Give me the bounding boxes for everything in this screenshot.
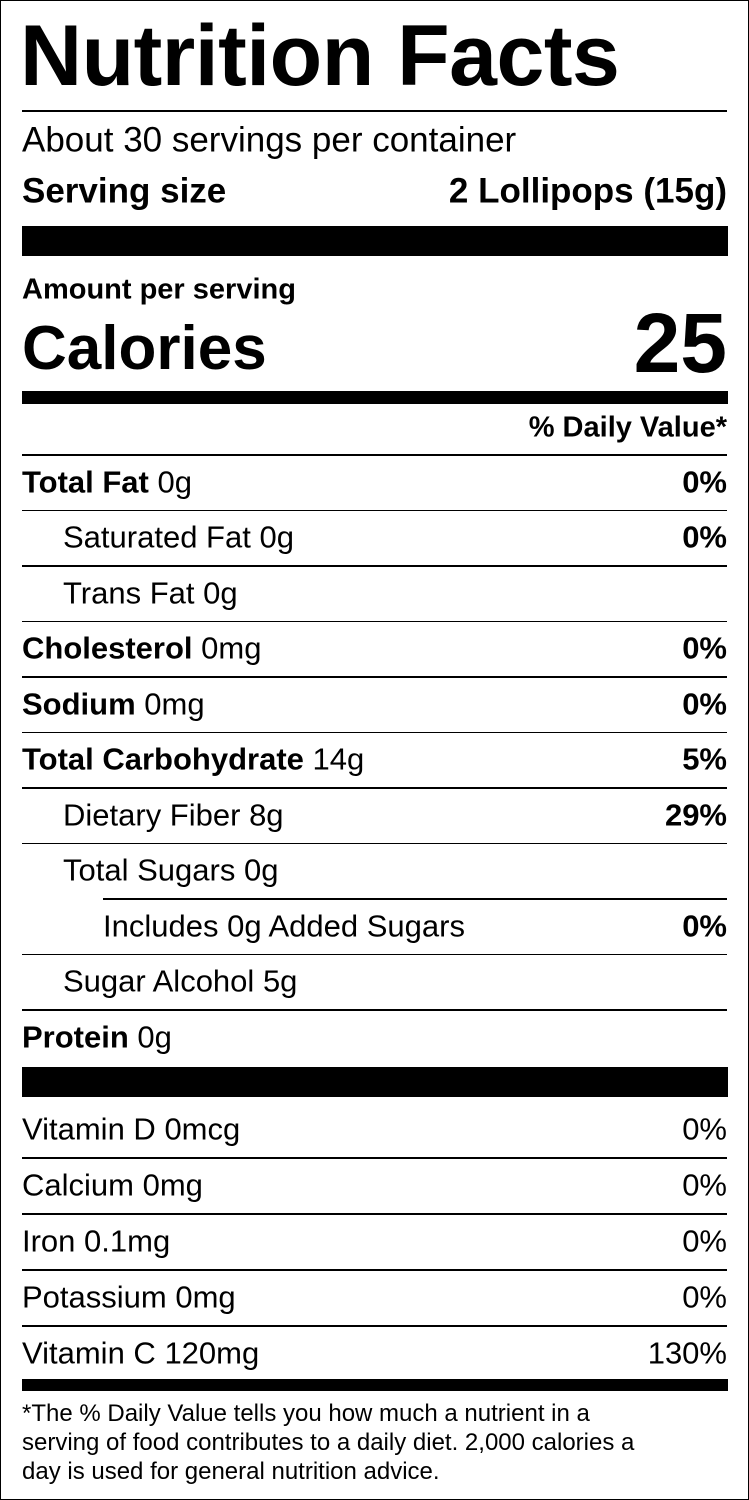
nutrient-amount: 0g Added Sugars [227,908,465,944]
daily-value: 130% [647,1335,727,1371]
nutrient-amount: 0g [203,575,238,611]
nutrient-row: Sugar Alcohol 5g [63,966,297,997]
nutrient-amount: 0g [259,519,294,555]
daily-value: 0% [682,686,727,722]
rule [22,676,727,678]
nutrient-name: Trans Fat [63,575,195,611]
nutrient-name: Protein [22,1019,129,1055]
daily-value: 0% [682,464,727,500]
daily-value: 0% [682,1167,727,1203]
nutrient-amount: 0mg [201,630,262,666]
daily-value: 0% [682,1111,727,1147]
daily-value: 5% [682,741,727,777]
nutrient-amount: 8g [249,797,284,833]
rule [22,1325,727,1327]
rule [22,1157,727,1159]
serving-size-label: Serving size [22,171,227,211]
nutrient-amount: 0g [137,1019,172,1055]
nutrient-row: Iron 0.1mg [22,1226,170,1257]
nutrient-name: Iron [22,1223,76,1259]
rule [22,1009,727,1011]
nutrient-amount: 0mg [142,1167,203,1203]
nutrient-amount: 0mg [175,1279,236,1315]
rule [22,565,727,567]
nutrient-amount: 14g [312,741,365,777]
nutrient-row: Sodium 0mg [22,688,205,719]
daily-value: 0% [682,1223,727,1259]
thick-bar [22,1067,728,1097]
daily-value: 0% [682,630,727,666]
nutrient-row: Total Carbohydrate 14g [22,744,364,775]
nutrient-name: Cholesterol [22,630,193,666]
daily-value: 0% [682,1279,727,1315]
thick-bar [22,226,728,256]
calories-value: 25 [633,296,727,390]
rule [22,1213,727,1215]
servings: About 30 servings per container [22,120,517,160]
rule [22,509,727,511]
nutrient-row: Total Fat 0g [22,466,192,497]
nutrient-row: Cholesterol 0mg [22,633,261,664]
amount-label: Amount per serving [22,273,296,306]
rule [22,454,727,456]
nutrient-name: Potassium [22,1279,167,1315]
nutrient-name: Includes [103,908,219,944]
nutrient-name: Sugar Alcohol [63,963,255,999]
nutrient-amount: 0g [243,852,279,888]
rule [22,620,727,622]
serving-size-value: 2 Lollipops (15g) [448,171,727,211]
footnote: *The % Daily Value tells you how much a … [22,1400,590,1427]
rule [22,1269,727,1271]
nutrient-name: Vitamin C [22,1335,156,1371]
title: Nutrition Facts [20,8,620,104]
nutrient-amount: 0g [157,464,192,500]
nutrient-name: Calcium [22,1167,134,1203]
nutrient-name: Saturated Fat [63,519,251,555]
nutrient-row: Dietary Fiber 8g [63,799,284,830]
nutrient-name: Total Carbohydrate [22,741,304,777]
rule [22,110,727,112]
rule [22,787,727,789]
rule [103,898,727,900]
nutrient-row: Saturated Fat 0g [63,522,294,553]
nutrient-row: Vitamin D 0mcg [22,1114,240,1145]
nutrient-amount: 0mcg [164,1111,241,1147]
nutrient-name: Total Fat [22,464,149,500]
rule [22,953,727,955]
nutrient-name: Dietary Fiber [63,797,241,833]
footnote: day is used for general nutrition advice… [22,1458,440,1485]
nutrient-name: Vitamin D [22,1111,156,1147]
daily-value-header: % Daily Value* [528,411,727,444]
nutrient-row: Potassium 0mg [22,1282,236,1313]
nutrient-amount: 5g [262,963,298,999]
nutrient-amount: 0.1mg [84,1223,171,1259]
nutrient-row: Protein 0g [22,1021,172,1052]
daily-value: 29% [664,797,727,833]
daily-value: 0% [682,519,727,555]
nutrient-row: Trans Fat 0g [63,577,238,608]
rule [22,731,727,733]
nutrient-row: Vitamin C 120mg [22,1338,259,1369]
nutrient-name: Total Sugars [63,852,236,888]
nutrient-amount: 0mg [144,686,205,722]
medium-bar [22,391,728,404]
footnote: serving of food contributes to a daily d… [22,1429,635,1456]
nutrient-row: Includes 0g Added Sugars [103,910,465,941]
calories-label: Calories [22,314,267,383]
nutrient-name: Sodium [22,686,136,722]
rule [22,842,727,844]
medium-bar [22,1379,728,1391]
nutrient-amount: 120mg [164,1335,260,1371]
nutrient-row: Calcium 0mg [22,1170,203,1201]
daily-value: 0% [682,908,727,944]
nutrient-row: Total Sugars 0g [63,855,278,886]
